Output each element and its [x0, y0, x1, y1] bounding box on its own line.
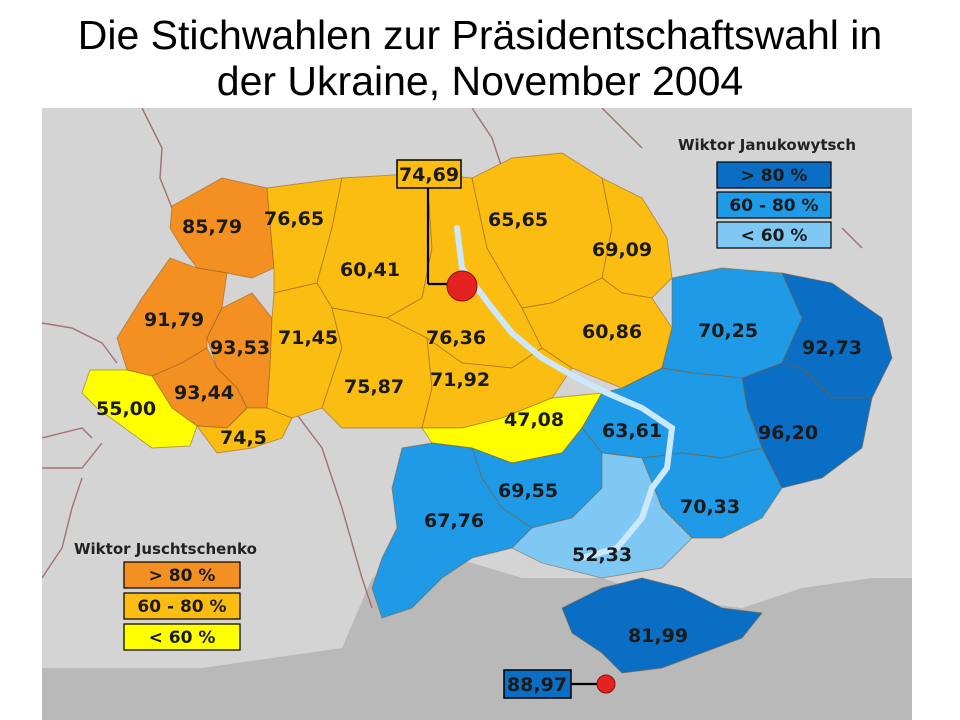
region-zakarpattia [81, 369, 198, 449]
legend-jus-label-3: < 60 % [149, 628, 216, 648]
label-dnipropetrovsk: 63,61 [602, 420, 662, 442]
legend-jan-label-3: < 60 % [741, 226, 808, 246]
title-line-1: Die Stichwahlen zur Präsidentschaftswahl… [77, 12, 883, 58]
label-vinnytsia: 75,87 [344, 376, 404, 398]
label-odesa: 67,76 [424, 510, 484, 532]
label-sumy: 69,09 [592, 239, 652, 261]
title-line-2: der Ukraine, November 2004 [216, 58, 744, 104]
legend-jan-label-2: 60 - 80 % [729, 196, 818, 216]
legend-jan-label-1: > 80 % [741, 166, 808, 186]
election-map: 85,79 76,65 60,41 65,65 69,09 91,79 93,5… [42, 108, 912, 720]
label-chernivtsi: 74,5 [220, 427, 267, 449]
label-luhansk: 92,73 [802, 337, 862, 359]
callout-kyiv-value: 74,69 [399, 164, 459, 186]
region-khmelnytskyi [266, 282, 343, 419]
legend-juschtschenko: Wiktor Juschtschenko > 80 % 60 - 80 % < … [74, 540, 257, 651]
regions [81, 152, 893, 674]
region-odesa [371, 442, 533, 619]
label-kherson: 52,33 [572, 544, 632, 566]
label-zhytomyr: 60,41 [340, 259, 400, 281]
label-chernihiv: 65,65 [488, 209, 548, 231]
neighbour-borders [42, 108, 863, 609]
region-kherson [511, 452, 693, 579]
map-svg: 85,79 76,65 60,41 65,65 69,09 91,79 93,5… [42, 108, 912, 720]
page-title: Die Stichwahlen zur Präsidentschaftswahl… [0, 12, 960, 104]
callout-sevastopol-value: 88,97 [507, 674, 567, 696]
label-donetsk: 96,20 [758, 422, 818, 444]
label-zaporizhzhia: 70,33 [680, 496, 740, 518]
legend-jus-swatch-1 [123, 561, 241, 589]
legend-jus-label-2: 60 - 80 % [137, 597, 226, 617]
label-zakarpattia: 55,00 [96, 398, 156, 420]
callout-sevastopol: 88,97 [503, 669, 616, 699]
legend-jan-swatch-1 [716, 161, 832, 189]
label-kirovohrad: 47,08 [504, 409, 564, 431]
label-kharkiv: 70,25 [698, 320, 758, 342]
label-volyn: 85,79 [182, 216, 242, 238]
label-crimea: 81,99 [628, 625, 688, 647]
label-khmelnytskyi: 71,45 [278, 327, 338, 349]
region-crimea [561, 577, 763, 674]
region-volyn [169, 177, 275, 279]
callout-kyiv: 74,69 [396, 159, 478, 302]
legend-jus-swatch-3 [123, 623, 241, 651]
label-ivano-frankivsk: 93,44 [174, 382, 234, 404]
label-lviv: 91,79 [144, 309, 204, 331]
legend-jan-swatch-3 [716, 221, 832, 249]
dnipro-river [454, 225, 676, 561]
legend-juschtschenko-title: Wiktor Juschtschenko [74, 540, 257, 558]
label-ternopil: 93,53 [210, 337, 270, 359]
region-labels: 85,79 76,65 60,41 65,65 69,09 91,79 93,5… [96, 208, 862, 647]
legend-janukowytsch-title: Wiktor Janukowytsch [678, 136, 856, 154]
black-sea [42, 548, 912, 720]
label-mykolaiv: 69,55 [498, 480, 558, 502]
label-poltava: 60,86 [582, 321, 642, 343]
label-kyiv-oblast: 76,36 [426, 327, 486, 349]
label-rivne: 76,65 [264, 208, 324, 230]
legend-jan-swatch-2 [716, 191, 832, 219]
legend-jus-swatch-2 [123, 592, 241, 620]
legend-jus-label-1: > 80 % [149, 566, 216, 586]
legend-janukowytsch: Wiktor Janukowytsch > 80 % 60 - 80 % < 6… [678, 136, 856, 249]
label-cherkasy: 71,92 [430, 369, 490, 391]
